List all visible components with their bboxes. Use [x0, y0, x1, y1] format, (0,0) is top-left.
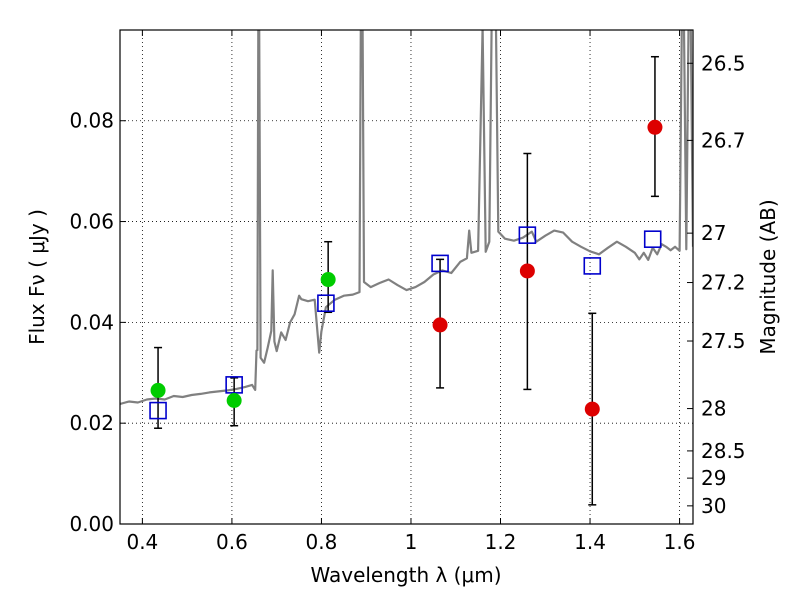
plot-area — [120, 30, 693, 406]
model-square-point — [431, 254, 449, 273]
x-axis-label: Wavelength λ (μm) — [310, 563, 501, 587]
right-tick-label: 27.2 — [701, 271, 746, 295]
right-tick-label: 28 — [701, 397, 726, 421]
x-tick-label: 0.6 — [216, 530, 248, 554]
model-square-point — [518, 226, 537, 244]
detection-circle-point — [226, 393, 242, 408]
x-tick-label: 1.4 — [574, 530, 606, 554]
axis-ticks: 0.4 0.6 0.8 1 1.2 1.4 1.6 0.00 0.02 0.04 0.06 0.08 2… — [69, 30, 746, 554]
right-axis-label: Magnitude (AB) — [756, 199, 780, 354]
y-tick-label: 0.06 — [69, 210, 114, 234]
model-square-point — [149, 401, 167, 420]
model-square-point — [317, 294, 335, 313]
right-tick-label: 27.5 — [701, 329, 746, 353]
spectrum-line — [120, 30, 693, 406]
model-square-point — [643, 230, 662, 248]
y-tick-label: 0.02 — [69, 411, 114, 435]
x-tick-label: 0.4 — [126, 530, 158, 554]
plot-frame — [119, 29, 694, 525]
right-tick-label: 30 — [701, 494, 726, 518]
y-tick-label: 0.00 — [69, 512, 114, 536]
data-markers — [149, 119, 663, 420]
y-axis-label: Flux Fν ( μJy ) — [25, 209, 49, 345]
x-tick-label: 1.2 — [485, 530, 517, 554]
right-tick-label: 29 — [701, 466, 726, 490]
measurement-circle-point — [584, 401, 600, 417]
model-square-point — [225, 376, 243, 394]
detection-circle-point — [150, 382, 166, 398]
measurement-circle-point — [432, 317, 448, 333]
model-square-point — [583, 257, 602, 275]
measurement-circle-point — [519, 263, 535, 279]
y-tick-label: 0.04 — [69, 310, 114, 334]
right-tick-label: 26.5 — [701, 51, 746, 75]
y-tick-label: 0.08 — [69, 109, 114, 133]
right-tick-label: 28.5 — [701, 439, 746, 463]
right-tick-label: 26.7 — [701, 128, 746, 152]
right-tick-label: 27 — [701, 221, 726, 245]
x-tick-label: 1.6 — [664, 530, 696, 554]
x-tick-label: 0.8 — [306, 530, 338, 554]
x-tick-label: 1 — [405, 530, 418, 554]
detection-circle-point — [320, 272, 336, 288]
measurement-circle-point — [647, 119, 663, 135]
